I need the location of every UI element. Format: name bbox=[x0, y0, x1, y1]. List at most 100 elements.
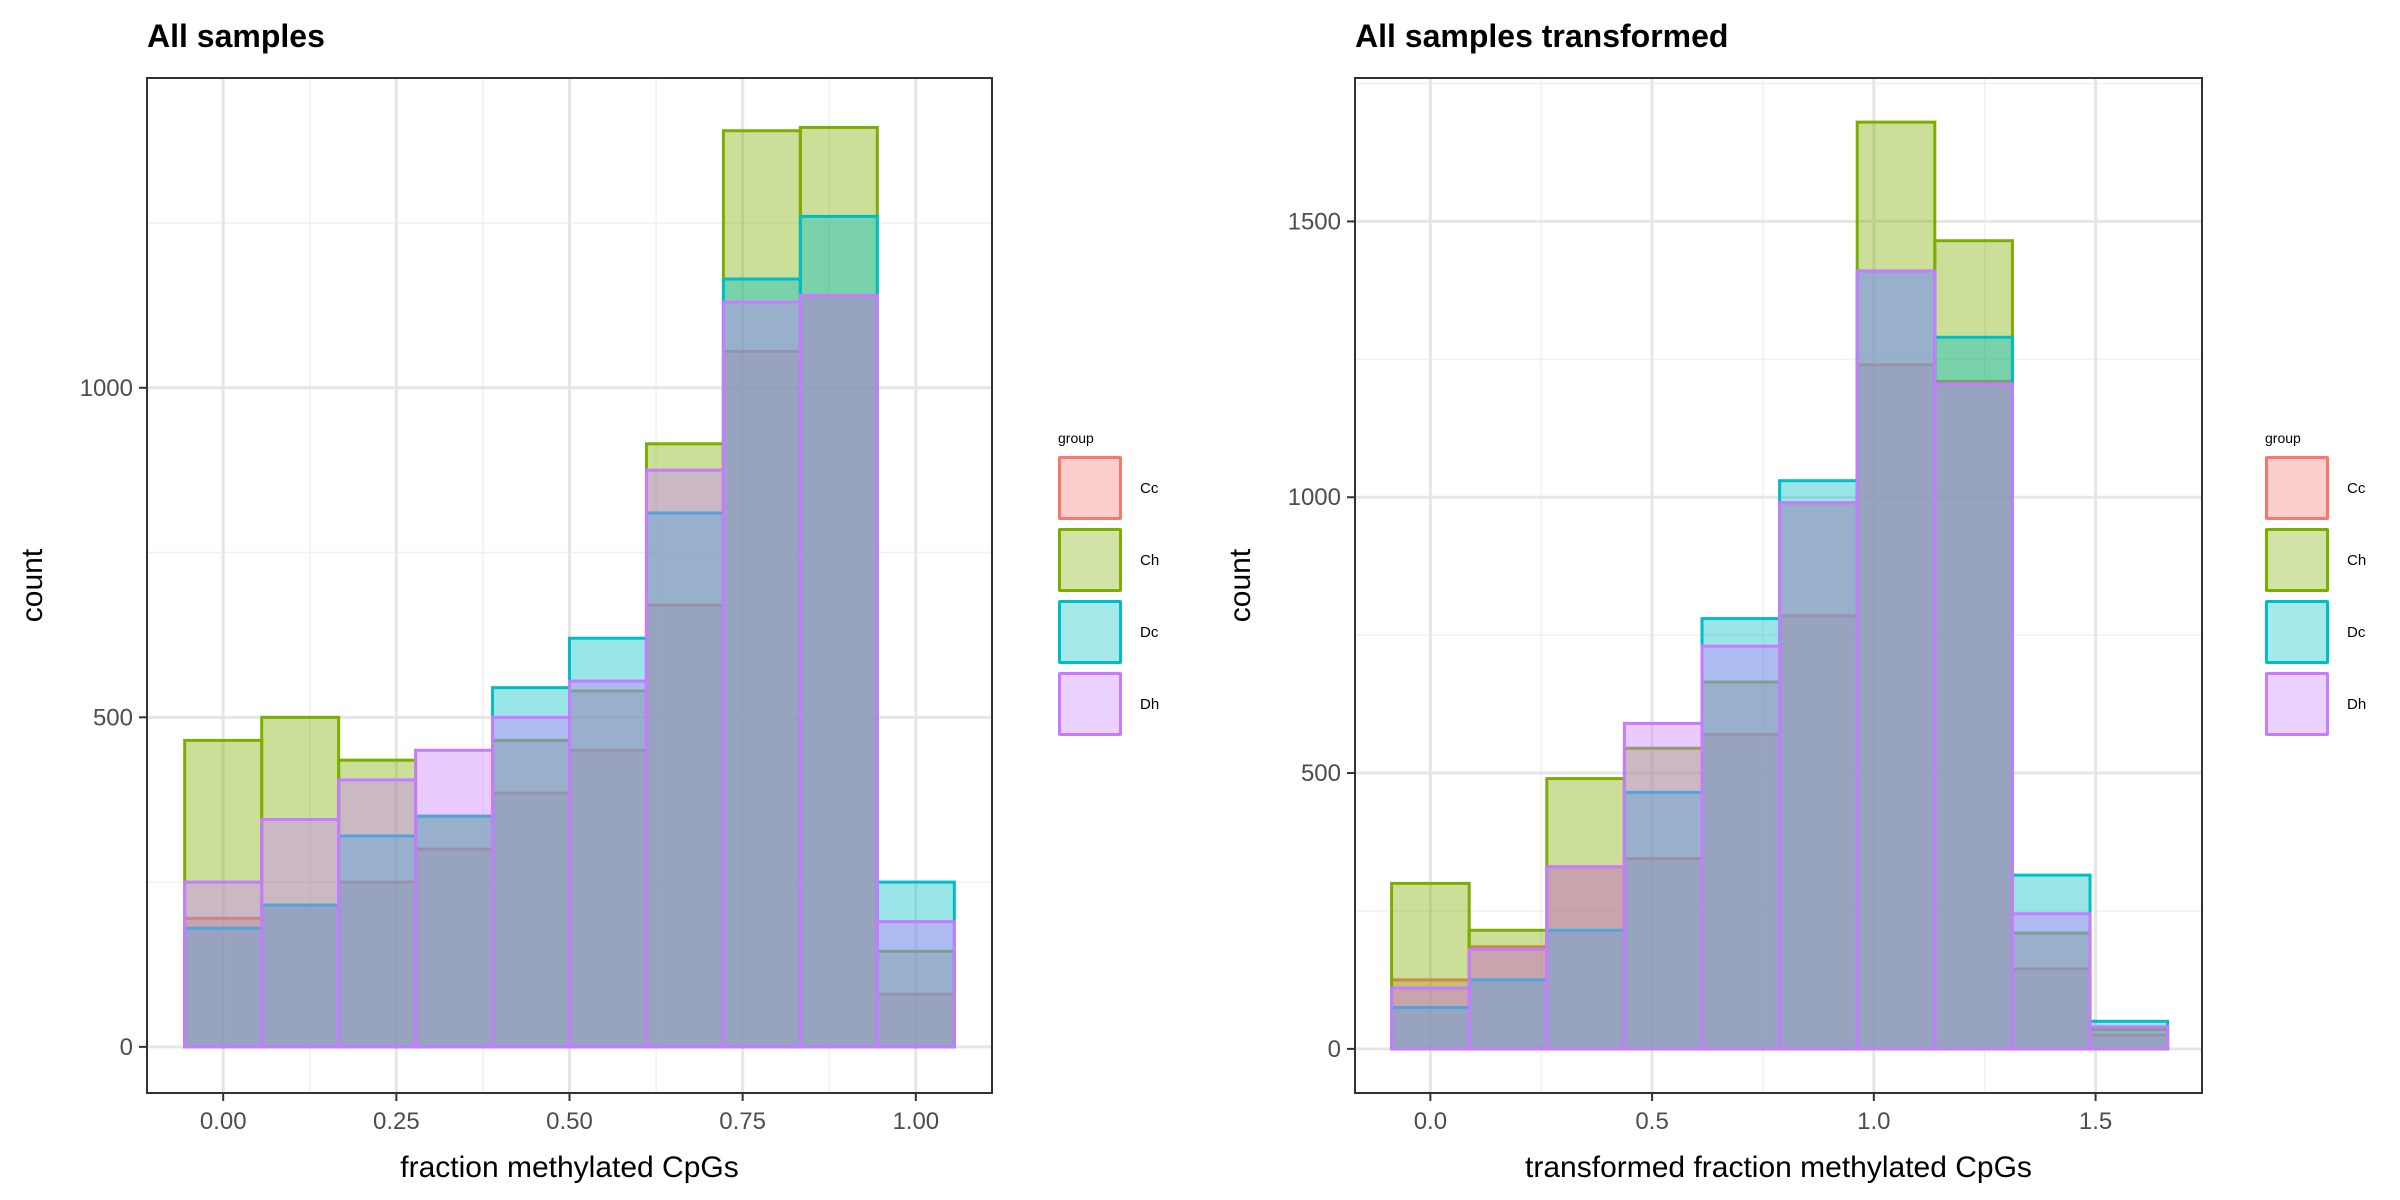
bar-cc-5 bbox=[1778, 614, 1859, 1051]
x-tick-label: 0.00 bbox=[200, 1108, 247, 1135]
legend-item-ch: Ch bbox=[1058, 524, 1178, 596]
legend-label-cc: Cc bbox=[1140, 479, 1159, 497]
histogram-plot: 0.0 0.5 1.0 1.5 0 500 1000 1500 transformed frac… bbox=[1224, 77, 2203, 1184]
x-axis-label: transformed fraction methylated CpGs bbox=[1525, 1151, 2032, 1184]
bar-ch-2 bbox=[1545, 777, 1626, 1051]
bar-dh-1 bbox=[1467, 948, 1549, 1051]
legend-title: group bbox=[1058, 430, 1094, 446]
bar-ch-7 bbox=[1933, 239, 2014, 1051]
x-tick-label: 1.5 bbox=[2079, 1108, 2112, 1135]
legend-label-ch: Ch bbox=[2347, 551, 2367, 569]
y-tick-label: 1000 bbox=[80, 375, 133, 402]
legend-item-cc: Cc bbox=[1058, 452, 1178, 524]
chart-title: All samples transformed bbox=[1355, 18, 1729, 54]
left-chart-panel: All samples 0.00 0.25 0.50 0.75 1.00 0 500 1000… bbox=[16, 18, 1178, 1184]
bar-dh-4 bbox=[491, 715, 571, 1049]
y-tick-label: 0 bbox=[120, 1034, 133, 1061]
y-axis-label: count bbox=[1224, 548, 1257, 622]
y-tick-label: 1500 bbox=[1288, 208, 1341, 235]
x-tick-label: 0.0 bbox=[1414, 1108, 1447, 1135]
legend-label-dh: Dh bbox=[1140, 695, 1160, 713]
bar-cc-6 bbox=[1855, 363, 1937, 1051]
bar-dh-5 bbox=[568, 679, 648, 1049]
bar-dc-6 bbox=[1855, 269, 1937, 1051]
bar-dh-2 bbox=[337, 778, 418, 1049]
bar-dh-6 bbox=[1855, 269, 1937, 1051]
bar-dh-0 bbox=[183, 880, 264, 1049]
bar-ch-3 bbox=[1622, 746, 1704, 1051]
x-tick-label: 0.75 bbox=[719, 1108, 766, 1135]
bar-cc-7 bbox=[721, 350, 802, 1049]
legend-key-dh bbox=[2265, 672, 2329, 736]
bar-ch-0 bbox=[1390, 881, 1471, 1051]
bar-dh-3 bbox=[414, 748, 495, 1049]
bar-dh-4 bbox=[1700, 644, 1782, 1051]
x-axis-label: fraction methylated CpGs bbox=[400, 1151, 738, 1184]
x-tick-label: 1.00 bbox=[892, 1108, 939, 1135]
bar-ch-1 bbox=[260, 715, 341, 1049]
plot-border bbox=[1354, 77, 2203, 1094]
legend: group Cc Ch Dc Dh bbox=[1058, 430, 1178, 740]
bar-cc-4 bbox=[491, 791, 571, 1049]
bar-dh-7 bbox=[1933, 382, 2014, 1051]
legend-key-dc bbox=[2265, 600, 2329, 664]
bar-ch-2 bbox=[337, 758, 418, 1049]
bar-cc-3 bbox=[414, 847, 495, 1049]
right-chart-panel: All samples transformed 0.0 0.5 1.0 1.5 0 500… bbox=[1200, 0, 2400, 1200]
bar-ch-6 bbox=[1855, 120, 1937, 1051]
bar-dc-3 bbox=[414, 814, 495, 1049]
legend: group Cc Ch Dc Dh bbox=[2265, 430, 2385, 740]
histogram-plot: 0.00 0.25 0.50 0.75 1.00 0 500 1000 fraction met… bbox=[16, 77, 993, 1184]
y-tick-label: 0 bbox=[1328, 1036, 1341, 1063]
legend-label-dh: Dh bbox=[2347, 695, 2367, 713]
legend-key-dc bbox=[1058, 600, 1122, 664]
bar-cc-4 bbox=[1700, 732, 1782, 1051]
bar-ch-4 bbox=[491, 738, 571, 1049]
bar-ch-8 bbox=[2010, 931, 2092, 1051]
legend-key-cc bbox=[2265, 456, 2329, 520]
bar-dh-2 bbox=[1545, 865, 1626, 1051]
bar-ch-5 bbox=[568, 689, 648, 1049]
bar-dh-9 bbox=[875, 920, 956, 1049]
legend-key-cc bbox=[1058, 456, 1122, 520]
x-tick-label: 0.25 bbox=[373, 1108, 420, 1135]
legend-label-dc: Dc bbox=[1140, 623, 1159, 641]
chart-title: All samples bbox=[147, 18, 325, 54]
legend-item-ch: Ch bbox=[2265, 524, 2385, 596]
bar-cc-8 bbox=[2010, 967, 2092, 1051]
bar-dh-8 bbox=[2010, 912, 2092, 1051]
legend-key-dh bbox=[1058, 672, 1122, 736]
y-tick-label: 500 bbox=[93, 704, 133, 731]
bar-dc-1 bbox=[260, 903, 341, 1049]
bar-dh-3 bbox=[1622, 721, 1704, 1051]
bar-ch-0 bbox=[183, 738, 264, 1049]
bar-dc-4 bbox=[1700, 617, 1782, 1051]
bar-dc-9 bbox=[875, 880, 956, 1049]
y-axis-label: count bbox=[16, 548, 49, 622]
legend-item-dc: Dc bbox=[1058, 596, 1178, 668]
bar-ch-3 bbox=[414, 814, 495, 1049]
bar-dc-5 bbox=[1778, 479, 1859, 1051]
legend-label-cc: Cc bbox=[2347, 479, 2366, 497]
x-tick-label: 0.50 bbox=[546, 1108, 593, 1135]
bar-dh-7 bbox=[721, 300, 802, 1049]
bar-dh-8 bbox=[798, 294, 879, 1049]
x-tick-label: 1.0 bbox=[1857, 1108, 1890, 1135]
legend-item-dc: Dc bbox=[2265, 596, 2385, 668]
bar-dc-8 bbox=[798, 214, 879, 1049]
bar-dh-9 bbox=[2088, 1025, 2170, 1051]
y-tick-label: 1000 bbox=[1288, 484, 1341, 511]
legend-item-cc: Cc bbox=[2265, 452, 2385, 524]
bar-cc-2 bbox=[1545, 865, 1626, 1051]
bar-dh-6 bbox=[644, 468, 725, 1049]
legend-item-dh: Dh bbox=[2265, 668, 2385, 740]
bar-cc-2 bbox=[337, 880, 418, 1049]
bar-dh-0 bbox=[1390, 986, 1471, 1051]
legend-label-dc: Dc bbox=[2347, 623, 2366, 641]
bar-ch-4 bbox=[1700, 680, 1782, 1051]
bar-dc-7 bbox=[1933, 335, 2014, 1051]
bar-ch-5 bbox=[1778, 501, 1859, 1051]
bar-dh-1 bbox=[260, 817, 341, 1049]
x-tick-label: 0.5 bbox=[1635, 1108, 1668, 1135]
legend-item-dh: Dh bbox=[1058, 668, 1178, 740]
